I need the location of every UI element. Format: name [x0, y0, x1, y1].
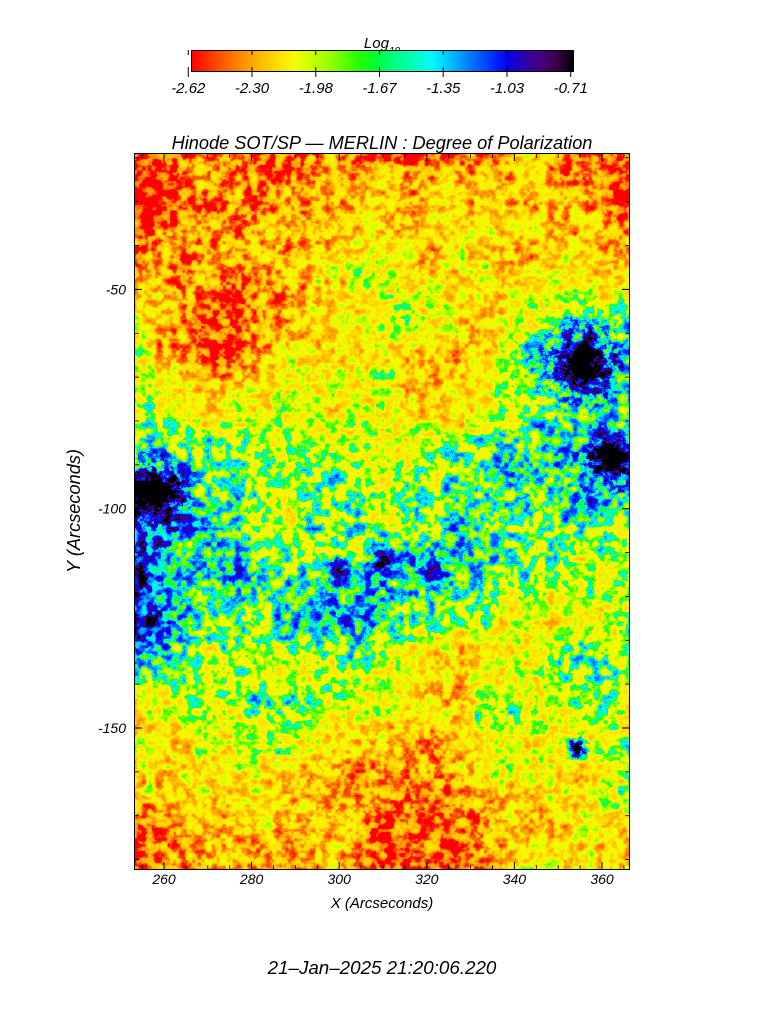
svg-text:300: 300 [328, 871, 352, 887]
svg-text:260: 260 [151, 871, 176, 887]
svg-text:320: 320 [415, 871, 439, 887]
svg-text:-50: -50 [106, 281, 126, 297]
svg-text:280: 280 [239, 871, 264, 887]
svg-text:-150: -150 [98, 720, 126, 736]
svg-text:-100: -100 [98, 501, 126, 517]
svg-text:340: 340 [503, 871, 527, 887]
svg-text:360: 360 [590, 871, 614, 887]
